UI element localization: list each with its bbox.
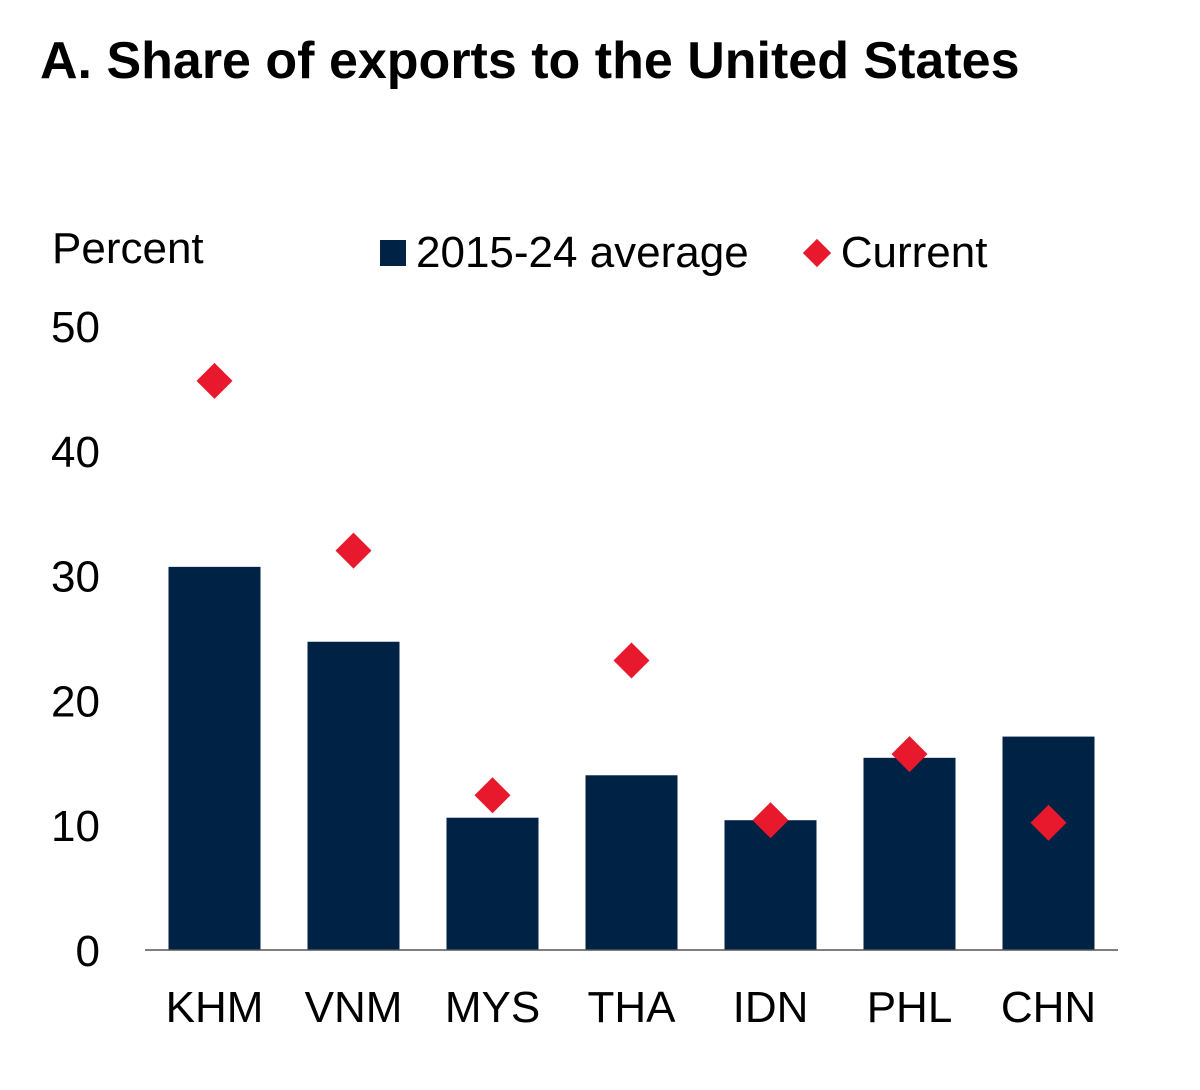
bar-mys — [446, 817, 539, 950]
y-tick-label: 50 — [51, 303, 100, 352]
x-tick-label: THA — [588, 983, 677, 1032]
marker-current-mys — [474, 777, 511, 814]
marker-current-khm — [196, 362, 233, 399]
y-axis-label: Percent — [52, 224, 204, 273]
y-tick-label: 40 — [51, 428, 100, 477]
legend-item-average: 2015-24 average — [380, 228, 749, 278]
bar-vnm — [307, 641, 400, 950]
x-tick-label: KHM — [166, 983, 264, 1032]
bar-phl — [863, 757, 956, 950]
marker-current-chn — [1030, 804, 1067, 841]
legend-label-current: Current — [840, 228, 988, 277]
x-tick-label: VNM — [305, 983, 403, 1032]
x-tick-label: PHL — [867, 983, 953, 1032]
chart-title: A. Share of exports to the United States — [40, 32, 1020, 90]
x-tick-label: IDN — [733, 983, 809, 1032]
x-tick-label: MYS — [445, 983, 540, 1032]
bar-idn — [724, 820, 817, 950]
marker-current-idn — [752, 802, 789, 839]
legend-swatch-bar — [380, 240, 406, 266]
legend-item-current: Current — [802, 228, 988, 278]
y-tick-label: 30 — [51, 553, 100, 602]
bar-chn — [1002, 736, 1095, 950]
marker-current-phl — [891, 736, 928, 773]
marker-current-tha — [613, 642, 650, 679]
legend: 2015-24 average Current — [380, 228, 1041, 278]
marker-current-vnm — [335, 532, 372, 569]
y-tick-label: 20 — [51, 677, 100, 726]
y-tick-label: 0 — [76, 927, 100, 976]
bar-khm — [168, 566, 261, 950]
legend-label-average: 2015-24 average — [416, 228, 749, 277]
x-tick-label: CHN — [1001, 983, 1096, 1032]
bar-tha — [585, 775, 678, 950]
y-tick-label: 10 — [51, 802, 100, 851]
